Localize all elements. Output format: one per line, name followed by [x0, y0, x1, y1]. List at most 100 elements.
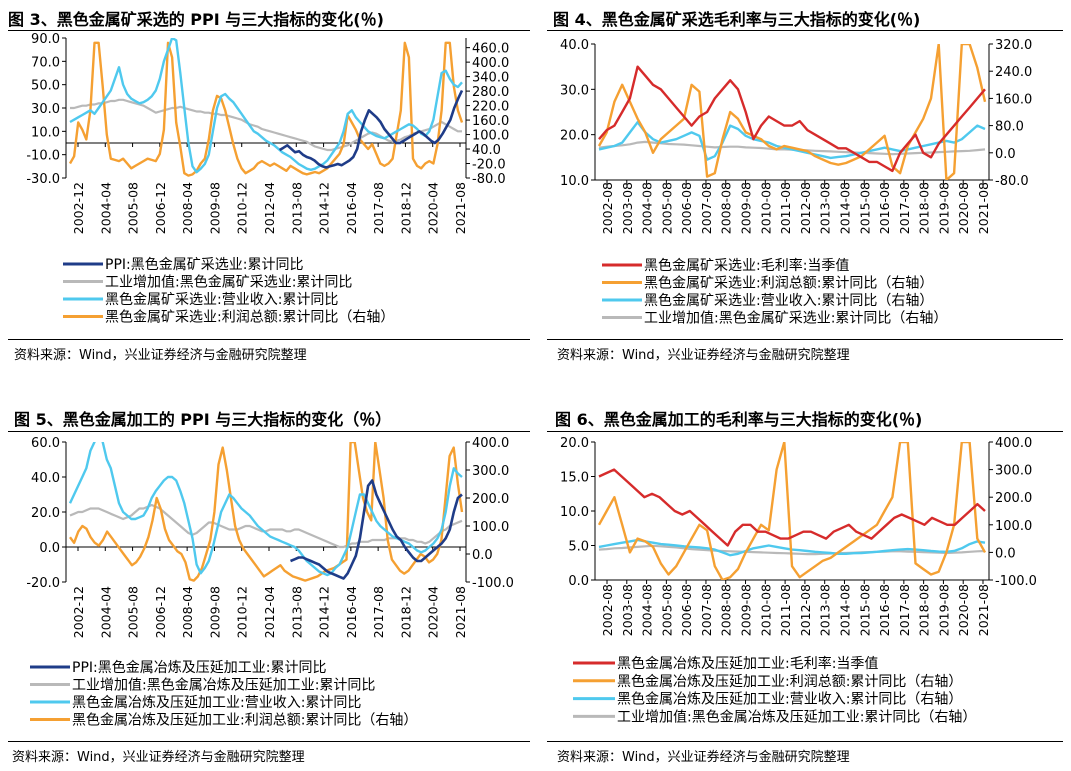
chart-source: 资料来源：Wind，兴业证券经济与金融研究院整理: [14, 348, 307, 363]
left-tick-label: 15.0: [560, 471, 589, 486]
right-tick-label: 280.0: [472, 85, 509, 100]
left-tick-label: 0.0: [39, 541, 60, 556]
x-tick-label: 2013-08: [289, 586, 304, 638]
left-tick-label: 90.0: [31, 32, 60, 47]
x-tick-label: 2003-08: [620, 584, 635, 636]
left-tick-label: -10.0: [26, 149, 60, 164]
chart-svg: 40.0 30.0 20.0 10.0 320.0 240.0 160.0 80.0 0.0 -8…: [560, 38, 1032, 327]
right-tick-label: 400.0: [472, 436, 509, 451]
x-tick-label: 2012-04: [262, 182, 277, 234]
left-tick-label: 10.0: [31, 125, 60, 140]
x-tick-label: 2010-12: [235, 182, 250, 234]
chart-svg: 90.0 70.0 50.0 30.0 10.0 -10.0 -30.0 460.0400.0…: [26, 32, 509, 326]
right-tick-label: -100.0: [472, 576, 514, 591]
x-tick-label: 2019-08: [936, 584, 951, 636]
chart-title: 图 4、黑色金属矿采选毛利率与三大指标的变化(％): [553, 10, 921, 29]
left-tick-label: 40.0: [560, 38, 589, 53]
chart-source: 资料来源：Wind，兴业证券经济与金融研究院整理: [12, 750, 305, 765]
left-tick-label: 60.0: [31, 436, 60, 451]
source-rule: [547, 339, 1063, 340]
legend-label: 黑色金属冶炼及压延加工业:毛利率:当季值: [617, 655, 878, 672]
x-tick-label: 2013-08: [818, 182, 833, 234]
plot-area: [68, 442, 464, 582]
right-tick-label: 80.0: [995, 120, 1024, 135]
legend-label: 黑色金属矿采选业:毛利率:当季值: [644, 257, 849, 274]
x-tick-label: 2009-08: [739, 182, 754, 234]
legend-label: 黑色金属矿采选业:利润总额:累计同比（右轴）: [105, 309, 394, 326]
series-line: [278, 89, 464, 169]
x-tick-label: 2007-08: [699, 584, 714, 636]
left-tick-label: 0.0: [568, 574, 589, 589]
x-tick-label: 2017-08: [897, 584, 912, 636]
left-tick-label: 10.0: [560, 174, 589, 189]
x-tick-label: 2020-08: [956, 584, 971, 636]
x-tick-label: 2006-12: [153, 182, 168, 234]
x-tick-label: 2006-12: [153, 586, 168, 638]
left-tick-label: 20.0: [560, 436, 589, 451]
title-rule: [547, 30, 1063, 31]
x-tick-label: 2004-08: [640, 584, 655, 636]
left-tick-label: 50.0: [31, 79, 60, 94]
title-rule: [547, 431, 1063, 432]
chart-source: 资料来源：Wind，兴业证券经济与金融研究院整理: [557, 750, 850, 765]
series-line: [598, 65, 986, 173]
chart-title: 图 3、黑色金属矿采选的 PPI 与三大指标的变化(％): [8, 10, 384, 29]
x-tick-label: 2004-04: [98, 182, 113, 234]
x-tick-label: 2015-08: [857, 584, 872, 636]
x-tick-label: 2012-08: [798, 182, 813, 234]
x-tick-label: 2021-08: [453, 586, 468, 638]
right-tick-label: 320.0: [995, 38, 1032, 53]
left-tick-label: 20.0: [31, 506, 60, 521]
x-tick-label: 2009-08: [207, 586, 222, 638]
series-line: [597, 44, 987, 180]
x-tick-label: 2016-04: [344, 182, 359, 234]
legend-label: 工业增加值:黑色金属矿采选业:累计同比（右轴）: [644, 310, 947, 327]
right-tick-label: 100.0: [472, 520, 509, 535]
series-line: [68, 442, 463, 577]
legend-label: 工业增加值:黑色金属冶炼及压延加工业:累计同比（右轴）: [617, 708, 976, 725]
right-tick-label: -80.0: [995, 174, 1029, 189]
x-tick-label: 2005-08: [126, 182, 141, 234]
x-tick-label: 2008-04: [180, 182, 195, 234]
x-tick-label: 2014-08: [837, 182, 852, 234]
source-rule: [547, 741, 1063, 742]
x-tick-label: 2005-08: [659, 584, 674, 636]
x-tick-label: 2008-08: [719, 584, 734, 636]
x-tick-label: 2002-12: [71, 586, 86, 638]
right-tick-label: -80.0: [472, 172, 506, 187]
x-tick-label: 2018-12: [398, 586, 413, 638]
x-tick-label: 2017-08: [897, 182, 912, 234]
left-tick-label: 30.0: [31, 102, 60, 117]
legend-label: 黑色金属冶炼及压延加工业:营业收入:累计同比（右轴）: [617, 691, 962, 708]
x-tick-label: 2004-08: [640, 182, 655, 234]
x-tick-label: 2009-08: [207, 182, 222, 234]
legend-label: 黑色金属矿采选业:营业收入:累计同比（右轴）: [644, 292, 933, 309]
right-tick-label: 300.0: [472, 464, 509, 479]
series-line: [290, 479, 463, 580]
x-tick-label: 2013-08: [818, 584, 833, 636]
x-tick-label: 2014-12: [317, 182, 332, 234]
series-line: [68, 41, 464, 177]
plot-area: [597, 442, 987, 580]
x-tick-label: 2007-08: [699, 182, 714, 234]
x-tick-label: 2006-08: [679, 584, 694, 636]
left-tick-label: 5.0: [568, 540, 589, 555]
left-tick-label: -30.0: [26, 172, 60, 187]
x-tick-label: 2011-08: [778, 584, 793, 636]
title-rule: [8, 431, 530, 432]
x-tick-label: 2016-08: [877, 182, 892, 234]
right-tick-label: 200.0: [472, 492, 509, 507]
right-tick-label: 40.0: [472, 143, 501, 158]
right-tick-label: 160.0: [995, 92, 1032, 107]
x-tick-label: 2016-04: [344, 586, 359, 638]
chart-title: 图 5、黑色金属加工的 PPI 与三大指标的变化（％）: [14, 410, 392, 429]
left-tick-label: 40.0: [31, 471, 60, 486]
right-tick-label: 160.0: [472, 114, 509, 129]
right-tick-label: 200.0: [995, 491, 1032, 506]
plot-area: [68, 38, 464, 177]
x-tick-label: 2009-08: [739, 584, 754, 636]
x-tick-label: 2018-08: [917, 584, 932, 636]
x-tick-label: 2002-08: [600, 182, 615, 234]
x-tick-label: 2010-12: [235, 586, 250, 638]
legend-label: 黑色金属冶炼及压延加工业:利润总额:累计同比（右轴）: [617, 673, 962, 690]
